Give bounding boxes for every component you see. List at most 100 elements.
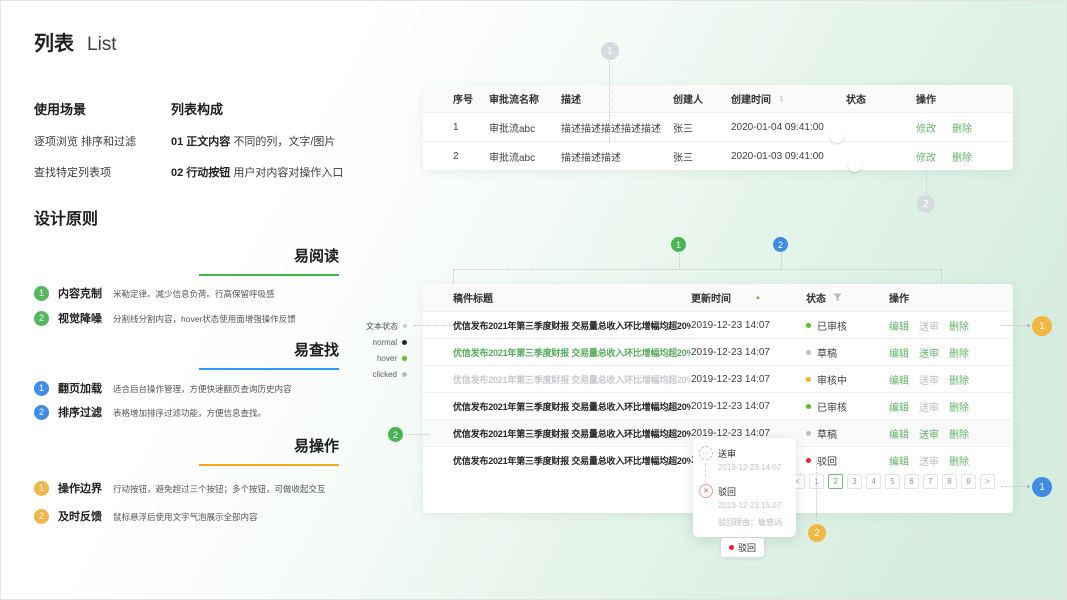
sort-icon[interactable]: ▲ ▼ bbox=[779, 93, 784, 104]
status-dot-icon bbox=[806, 403, 811, 409]
edit-link[interactable]: 编辑 bbox=[889, 375, 909, 387]
edit-link[interactable]: 编辑 bbox=[889, 429, 909, 441]
principle-item: 2 及时反馈 鼠标悬浮后使用文字气泡展示全部内容 bbox=[34, 508, 258, 524]
send-review-link[interactable]: 送审 bbox=[919, 456, 939, 468]
numbered-badge-icon: 1 bbox=[34, 380, 49, 396]
page-button[interactable]: 9 bbox=[961, 474, 976, 489]
annotation-line bbox=[1001, 325, 1029, 326]
page-button[interactable]: 3 bbox=[847, 474, 862, 489]
annotation-line bbox=[406, 434, 429, 435]
principle-item: 1 翻页加载 适合后台操作管理，方便快速翻页查询历史内容 bbox=[34, 380, 292, 396]
table-row[interactable]: 2 审批流abc 描述描述描述 张三 2020-01-03 09:41:00 关… bbox=[423, 141, 1013, 172]
page-button[interactable]: 7 bbox=[923, 474, 938, 489]
page-button[interactable]: 6 bbox=[904, 474, 919, 489]
column-header: 审批流名称 bbox=[489, 95, 539, 106]
timeline-step: ⋯ 送审 bbox=[699, 446, 790, 460]
send-review-link[interactable]: 送审 bbox=[919, 402, 939, 414]
annotation-bracket bbox=[453, 269, 454, 283]
table-row[interactable]: 优信发布2021年第三季度财报 交易量总收入环比增幅均超20% 2019-12-… bbox=[423, 338, 1013, 365]
text-state-legend: 文本状态 normal hover clicked bbox=[337, 318, 407, 382]
table-row[interactable]: 优信发布2021年第三季度财报 交易量总收入环比增幅均超20% 2019-12-… bbox=[423, 392, 1013, 419]
delete-link[interactable]: 删除 bbox=[949, 375, 969, 387]
delete-link[interactable]: 删除 bbox=[949, 402, 969, 414]
annotation-marker-actions: 2 bbox=[917, 195, 935, 213]
annotation-marker-feedback: 2 bbox=[808, 524, 826, 542]
delete-link[interactable]: 删除 bbox=[949, 429, 969, 441]
send-review-link[interactable]: 送审 bbox=[919, 429, 939, 441]
edit-link[interactable]: 编辑 bbox=[889, 402, 909, 414]
usage-item: 查找特定列表项 bbox=[34, 167, 111, 179]
send-review-link[interactable]: 送审 bbox=[919, 321, 939, 333]
cross-circle-icon: ✕ bbox=[699, 484, 713, 498]
page-button[interactable]: 8 bbox=[942, 474, 957, 489]
history-tooltip: ⋯ 送审 2019-12-23 14:07 ✕ 驳回 2019-12-23 15… bbox=[693, 438, 796, 537]
status-dot-icon bbox=[806, 376, 811, 382]
annotation-line bbox=[679, 253, 680, 269]
delete-link[interactable]: 删除 bbox=[949, 456, 969, 468]
composition-section: 列表构成 01 正文内容 不同的列，文字/图片 02 行动按钮 用户对内容对操作… bbox=[171, 99, 343, 180]
column-header: 描述 bbox=[561, 95, 581, 106]
status-dot-icon bbox=[806, 457, 811, 463]
page-button-active[interactable]: 2 bbox=[828, 474, 843, 489]
principle-item: 2 排序过滤 表格增加排序过滤功能，方便信息查找。 bbox=[34, 404, 266, 420]
legend-dot-icon bbox=[402, 339, 407, 345]
send-review-link[interactable]: 送审 bbox=[919, 375, 939, 387]
edit-link[interactable]: 编辑 bbox=[889, 321, 909, 333]
delete-link[interactable]: 删除 bbox=[952, 152, 972, 164]
page-title-en: List bbox=[87, 34, 117, 55]
delete-link[interactable]: 删除 bbox=[949, 321, 969, 333]
delete-link[interactable]: 删除 bbox=[949, 348, 969, 360]
filter-icon[interactable] bbox=[833, 293, 842, 302]
article-title: 优信发布2021年第三季度财报 交易量总收入环比增幅均超20% bbox=[453, 455, 691, 466]
column-header: 序号 bbox=[453, 95, 473, 106]
sort-asc-icon[interactable]: ▲ bbox=[755, 294, 761, 301]
legend-item: clicked bbox=[337, 366, 407, 382]
page-button[interactable]: 5 bbox=[885, 474, 900, 489]
composition-heading: 列表构成 bbox=[171, 102, 224, 117]
status-cell: 草稿 bbox=[806, 426, 889, 441]
annotation-marker-action-boundary: 1 bbox=[1032, 316, 1052, 336]
section-title-readable: 易阅读 bbox=[199, 245, 339, 276]
composition-item: 02 行动按钮 用户对内容对操作入口 bbox=[171, 167, 344, 179]
edit-link[interactable]: 编辑 bbox=[889, 456, 909, 468]
time-cell: 2020-01-04 09:41:00 bbox=[731, 121, 824, 133]
page-button[interactable]: 4 bbox=[866, 474, 881, 489]
row-actions: 修改 删除 bbox=[916, 149, 1013, 164]
status-cell: 驳回 bbox=[806, 453, 889, 468]
modify-link[interactable]: 修改 bbox=[916, 152, 936, 164]
composition-item: 01 正文内容 不同的列，文字/图片 bbox=[171, 136, 336, 148]
article-title: 优信发布2021年第三季度财报 交易量总收入环比增幅均超20% bbox=[453, 374, 691, 385]
creator-cell: 张三 bbox=[673, 123, 693, 135]
column-header-status: 状态 bbox=[806, 290, 889, 305]
row-actions: 编辑 送审 删除 bbox=[889, 318, 1013, 333]
annotation-line bbox=[926, 170, 927, 195]
status-cell: 审核中 bbox=[806, 372, 889, 387]
delete-link[interactable]: 删除 bbox=[952, 123, 972, 135]
status-cell: 已审核 bbox=[806, 399, 889, 414]
table-row[interactable]: 优信发布2021年第三季度财报 交易量总收入环比增幅均超20% 2019-12-… bbox=[423, 365, 1013, 392]
approval-table: 序号 审批流名称 描述 创建人 创建时间 ▲ ▼ 状态 操作 1 审批流abc 描… bbox=[423, 85, 1013, 172]
row-actions: 编辑 送审 删除 bbox=[889, 426, 1013, 441]
column-header-update-time: 更新时间 ▲ bbox=[691, 294, 761, 305]
creator-cell: 张三 bbox=[673, 152, 693, 164]
time-cell: 2019-12-23 14:07 bbox=[691, 400, 770, 412]
annotation-marker-sort-filter: 2 bbox=[773, 237, 788, 252]
send-review-link[interactable]: 送审 bbox=[919, 348, 939, 360]
modify-link[interactable]: 修改 bbox=[916, 123, 936, 135]
seq-cell: 2 bbox=[453, 150, 459, 162]
annotation-marker-readable: 1 bbox=[671, 237, 686, 252]
desc-cell: 描述描述描述 bbox=[561, 152, 621, 164]
toggle-knob bbox=[830, 129, 844, 143]
table-row[interactable]: 1 审批流abc 描述描述描述描述描述 张三 2020-01-04 09:41:… bbox=[423, 112, 1013, 143]
legend-dot-icon bbox=[402, 355, 407, 361]
numbered-badge-icon: 1 bbox=[34, 480, 49, 496]
table-row[interactable]: 优信发布2021年第三季度财报 交易量总收入环比增幅均超20% 2019-12-… bbox=[423, 311, 1013, 338]
annotation-line bbox=[816, 458, 817, 521]
status-cell: 已审核 bbox=[806, 318, 889, 333]
edit-link[interactable]: 编辑 bbox=[889, 348, 909, 360]
legend-item: normal bbox=[337, 334, 407, 350]
next-page-button[interactable]: > bbox=[980, 474, 995, 489]
annotation-bracket bbox=[941, 269, 942, 283]
time-cell: 2020-01-03 09:41:00 bbox=[731, 150, 824, 162]
row-actions: 编辑 送审 删除 bbox=[889, 399, 1013, 414]
